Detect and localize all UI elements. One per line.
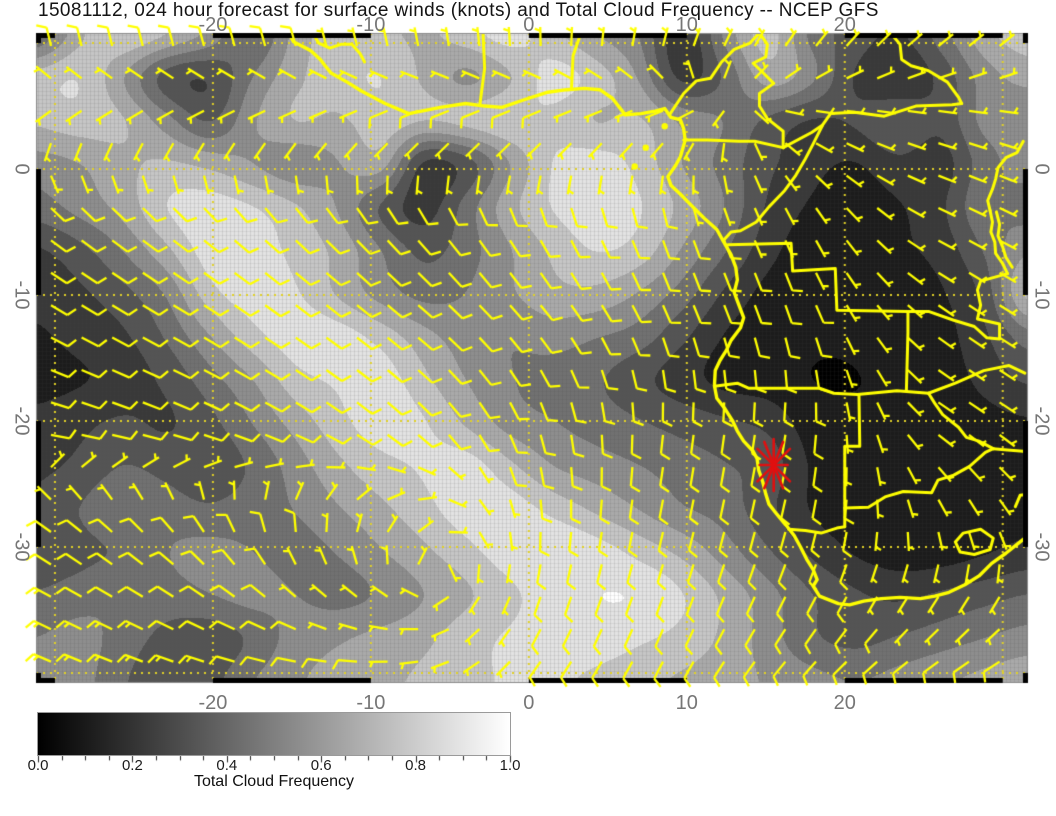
top-axis-tick-label: 20 [833, 14, 856, 36]
left-axis-tick-label: -20 [10, 406, 33, 436]
colorbar-tick-label: 0.4 [216, 757, 238, 774]
bottom-axis-tick-label: 0 [523, 692, 535, 714]
colorbar-tick-label: 0.6 [310, 757, 332, 774]
right-axis-tick-label: -20 [1030, 406, 1053, 436]
left-axis-tick-label: 0 [10, 163, 33, 175]
colorbar-title: Total Cloud Frequency [193, 773, 355, 790]
bottom-axis-tick-label: -20 [198, 692, 228, 714]
right-axis-tick-label: 0 [1030, 163, 1053, 175]
bottom-axis-tick-label: 10 [675, 692, 698, 714]
top-axis-tick-label: -20 [198, 14, 228, 36]
bottom-axis-tick-label: -10 [356, 692, 386, 714]
right-axis-tick-label: -30 [1030, 532, 1053, 562]
colorbar-tick-label: 0.2 [121, 757, 143, 774]
top-axis-tick-label: 0 [523, 14, 535, 36]
bottom-axis-tick-label: 20 [833, 692, 856, 714]
colorbar-gradient [37, 712, 511, 756]
left-axis-tick-label: -30 [10, 532, 33, 562]
colorbar-tick-label: 0.8 [405, 757, 427, 774]
colorbar-tick-label: 0.0 [27, 757, 49, 774]
plot-title: 15081112, 024 hour forecast for surface … [38, 0, 879, 21]
top-axis-tick-label: 10 [675, 14, 698, 36]
right-axis-tick-label: -10 [1030, 280, 1053, 310]
top-axis-tick-label: -10 [356, 14, 386, 36]
left-axis-tick-label: -10 [10, 280, 33, 310]
colorbar-tick-label: 1.0 [499, 757, 521, 774]
